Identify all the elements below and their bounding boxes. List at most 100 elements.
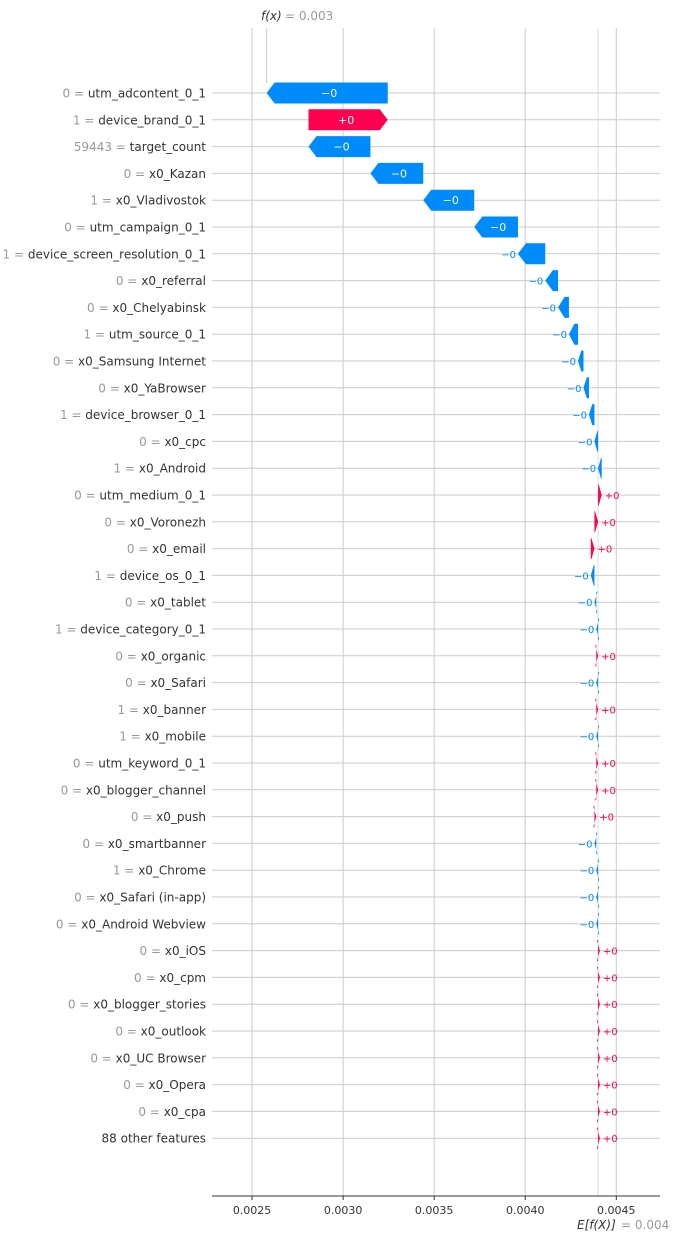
- feature-label: 0 = x0_blogger_channel: [61, 783, 206, 797]
- feature-label: 0 = x0_cpc: [139, 435, 206, 449]
- feature-label: 0 = x0_cpa: [138, 1105, 206, 1119]
- feature-name: device_screen_resolution_0_1: [28, 247, 206, 261]
- feature-value: 1 =: [117, 703, 142, 717]
- feature-value: 0 =: [73, 757, 98, 771]
- negative-bar: [568, 323, 579, 345]
- feature-name: x0_Safari: [150, 676, 206, 690]
- feature-label: 0 = x0_Kazan: [124, 167, 206, 181]
- labels-layer: 0 = utm_adcontent_0_1 −0 1 = device_brand_…: [3, 87, 620, 1146]
- bar-value-label: −0: [578, 839, 593, 850]
- feature-value: 1 =: [90, 194, 115, 208]
- bar-value-label: +0: [601, 786, 616, 797]
- feature-label: 1 = device_category_0_1: [55, 623, 206, 637]
- bar-value-label: +0: [603, 1107, 618, 1118]
- x-axis: 0.0025 0.0030 0.0035 0.0040 0.0045: [212, 1195, 660, 1217]
- bar-value-label: −0: [567, 384, 582, 395]
- negative-bar: [370, 162, 424, 184]
- feature-name: x0_blogger_stories: [93, 998, 206, 1012]
- feature-name: x0_cpc: [164, 435, 206, 449]
- feature-value: 1 =: [84, 328, 109, 342]
- bar-value-label: +0: [603, 1134, 618, 1145]
- bar-value-label: −0: [443, 194, 459, 207]
- feature-name: x0_Android Webview: [81, 917, 206, 931]
- feature-value: 0 =: [127, 542, 152, 556]
- feature-name: x0_iOS: [165, 944, 206, 958]
- feature-label: 0 = x0_iOS: [140, 944, 206, 958]
- bar-value-label: +0: [338, 114, 354, 127]
- feature-value: 0 =: [68, 998, 93, 1012]
- bar-value-label: +0: [605, 491, 620, 502]
- bar-value-label: −0: [552, 330, 567, 341]
- negative-bar: [596, 886, 600, 908]
- feature-value: 0 =: [125, 596, 150, 610]
- feature-value: 1 =: [119, 730, 144, 744]
- feature-name: x0_Chrome: [138, 864, 206, 878]
- feature-label: 0 = x0_organic: [115, 649, 206, 663]
- feature-label: 59443 = target_count: [74, 140, 206, 154]
- feature-name: x0_outlook: [141, 1025, 206, 1039]
- feature-name: x0_banner: [143, 703, 206, 717]
- negative-bar: [588, 404, 595, 426]
- feature-label: 0 = x0_outlook: [115, 1025, 206, 1039]
- efx-footer: E[f(X)] = 0.004: [577, 1218, 669, 1232]
- feature-label: 88 other features: [102, 1132, 206, 1146]
- bar-value-label: −0: [501, 250, 516, 261]
- fx-value: = 0.003: [285, 9, 333, 23]
- feature-name: utm_medium_0_1: [99, 489, 206, 503]
- bar-value-label: +0: [603, 1027, 618, 1038]
- bar-value-label: −0: [333, 141, 349, 154]
- feature-name: x0_referral: [141, 274, 206, 288]
- feature-label: 0 = x0_Voronezh: [104, 515, 206, 529]
- fx-label: f(x): [261, 9, 282, 23]
- feature-value: 0 =: [115, 649, 140, 663]
- feature-value: 1 =: [114, 462, 139, 476]
- negative-bar: [266, 82, 388, 104]
- bar-value-label: +0: [603, 1054, 618, 1065]
- feature-label: 0 = x0_Chelyabinsk: [87, 301, 206, 315]
- feature-label: 0 = x0_Safari (in-app): [74, 891, 206, 905]
- feature-label: 1 = x0_Android: [114, 462, 206, 476]
- feature-name: x0_organic: [141, 649, 206, 663]
- feature-name: utm_source_0_1: [109, 328, 206, 342]
- negative-bar: [517, 243, 546, 265]
- feature-name: target_count: [130, 140, 207, 154]
- feature-label: 1 = x0_Chrome: [113, 864, 206, 878]
- feature-value: 0 =: [74, 489, 99, 503]
- feature-value: 0 =: [98, 381, 123, 395]
- feature-name: x0_blogger_channel: [86, 783, 206, 797]
- negative-bar: [583, 377, 589, 399]
- feature-value: 1 =: [55, 623, 80, 637]
- feature-name: x0_smartbanner: [108, 837, 206, 851]
- feature-value: 0 =: [104, 515, 129, 529]
- feature-name: x0_Voronezh: [130, 515, 206, 529]
- negative-bar: [594, 832, 598, 854]
- negative-bar: [590, 564, 595, 586]
- positive-bar: [596, 1074, 600, 1096]
- bar-value-label: −0: [572, 411, 587, 422]
- positive-bar: [590, 538, 595, 560]
- feature-label: 1 = device_brand_0_1: [73, 113, 206, 127]
- feature-value: 0 =: [123, 1078, 148, 1092]
- bar-value-label: −0: [541, 303, 556, 314]
- bar-value-label: +0: [601, 518, 616, 529]
- feature-label: 0 = x0_Opera: [123, 1078, 206, 1092]
- feature-value: 0 =: [125, 676, 150, 690]
- positive-bar: [596, 1100, 600, 1122]
- bar-value-label: −0: [578, 598, 593, 609]
- feature-value: 0 =: [74, 891, 99, 905]
- x-tick-label: 0.0035: [415, 1204, 454, 1217]
- negative-bar: [578, 350, 584, 372]
- positive-bar: [598, 484, 602, 506]
- bar-value-label: −0: [561, 357, 576, 368]
- feature-label: 0 = x0_tablet: [125, 596, 206, 610]
- feature-value: 1 =: [3, 247, 28, 261]
- feature-name: utm_adcontent_0_1: [88, 87, 206, 101]
- grid-layer: [251, 28, 617, 1196]
- feature-label: 0 = utm_campaign_0_1: [64, 221, 206, 235]
- feature-label: 1 = device_browser_0_1: [60, 408, 206, 422]
- feature-name: x0_Opera: [149, 1078, 206, 1092]
- negative-bar: [596, 913, 600, 935]
- feature-value: 0 =: [64, 221, 89, 235]
- feature-name: device_browser_0_1: [85, 408, 206, 422]
